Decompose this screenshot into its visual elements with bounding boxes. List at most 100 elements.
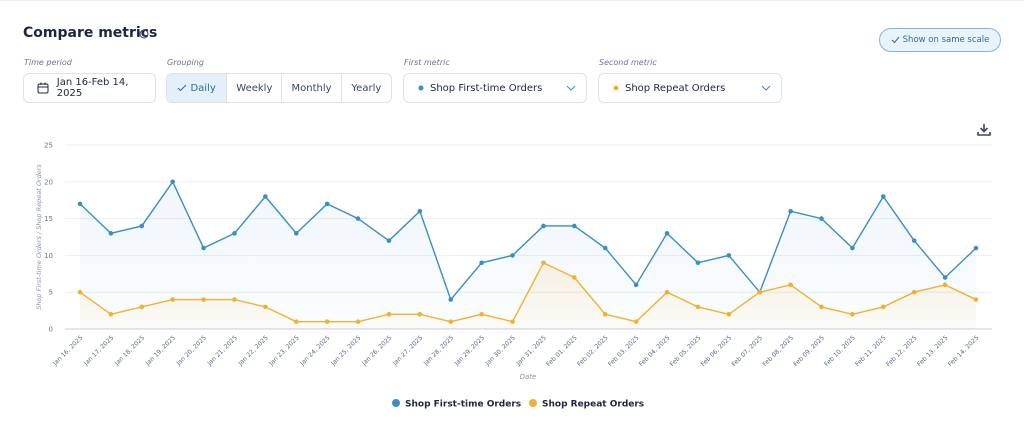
point — [602, 245, 608, 251]
x-tick-label: Jan 27, 2025 — [391, 334, 424, 367]
point — [881, 194, 886, 199]
title: Compare metrics — [23, 25, 158, 41]
point — [417, 208, 423, 214]
x-tick-label: Jan 17, 2025 — [82, 334, 115, 367]
point — [417, 311, 423, 317]
point — [170, 179, 175, 185]
point — [664, 231, 670, 236]
point — [664, 289, 670, 295]
x-tick-label: Jan 18, 2025 — [113, 334, 146, 367]
point — [942, 275, 948, 280]
point — [695, 260, 701, 266]
legend-label: Shop Repeat Orders — [542, 400, 644, 410]
point — [850, 245, 855, 251]
point — [77, 289, 83, 295]
x-tick-label: Jan 24, 2025 — [298, 334, 331, 367]
x-axis-title: Date — [520, 373, 537, 381]
point — [386, 311, 392, 317]
x-tick-label: Jan 26, 2025 — [360, 334, 393, 367]
legend-label: Shop First-time Orders — [405, 400, 521, 410]
point — [293, 231, 299, 236]
x-tick-label: Feb 07, 2025 — [731, 334, 765, 368]
point — [232, 231, 237, 236]
grouping-option[interactable]: Yearly — [351, 82, 382, 94]
point — [819, 304, 824, 310]
x-tick-label: Jan 31, 2025 — [515, 334, 548, 367]
area — [80, 262, 976, 329]
point — [108, 231, 114, 236]
x-tick-label: Feb 12, 2025 — [885, 334, 919, 368]
point — [726, 311, 732, 317]
grouping-toggle: Daily Weekly Monthly Yearly — [166, 73, 392, 103]
y-tick-label: 25 — [44, 142, 53, 150]
legend-marker — [392, 399, 400, 407]
x-tick-label: Jan 21, 2025 — [206, 334, 239, 367]
info-icon[interactable] — [139, 29, 149, 39]
y-tick-label: 5 — [49, 289, 53, 297]
same-scale-button[interactable]: Show on same scale — [879, 28, 1001, 52]
y-tick-label: 10 — [44, 252, 53, 260]
y-tick-label: 20 — [44, 178, 53, 186]
x-tick-label: Jan 29, 2025 — [453, 334, 486, 367]
x-tick-label: Jan 22, 2025 — [237, 334, 270, 367]
point — [695, 304, 701, 310]
option-label: Daily — [190, 82, 216, 94]
grouping-option[interactable]: Monthly — [282, 74, 342, 102]
line — [79, 180, 977, 301]
x-tick-label: Jan 25, 2025 — [329, 334, 362, 367]
y-tick-label: 0 — [49, 326, 53, 334]
filter-label: Time period — [24, 58, 72, 67]
x-tick-label: Feb 08, 2025 — [761, 334, 795, 368]
x-tick-label: Feb 10, 2025 — [823, 334, 857, 368]
x-tick-label: Feb 02, 2025 — [576, 334, 610, 368]
point — [139, 223, 145, 229]
x-tick-label: Feb 05, 2025 — [669, 334, 703, 368]
x-tick-label: Jan 30, 2025 — [484, 334, 517, 367]
grouping-option[interactable]: Weekly — [227, 74, 283, 102]
point — [510, 253, 515, 258]
point — [479, 260, 484, 266]
filter-label: First metric — [404, 58, 450, 67]
top-border — [0, 0, 1024, 1]
x-tick-label: Jan 23, 2025 — [267, 334, 300, 367]
point — [973, 245, 979, 251]
x-tick-label: Jan 16, 2025 — [51, 334, 84, 367]
x-tick-label: Feb 06, 2025 — [700, 334, 734, 368]
x-tick-label: Jan 20, 2025 — [175, 334, 208, 367]
grouping-option[interactable]: Daily — [167, 74, 228, 102]
point — [572, 275, 577, 280]
point — [911, 238, 917, 243]
point — [355, 319, 361, 324]
x-tick-label: Feb 13, 2025 — [916, 334, 950, 368]
y-tick-label: 15 — [44, 215, 53, 223]
point — [201, 297, 206, 302]
point — [911, 289, 917, 295]
date-picker[interactable]: Jan 16-Feb 14, 2025 — [23, 73, 156, 103]
x-tick-label: Jan 28, 2025 — [422, 334, 455, 367]
point — [541, 223, 546, 229]
point — [201, 245, 206, 251]
point — [170, 297, 175, 302]
point — [788, 208, 793, 214]
button-label: Show on same scale — [902, 35, 990, 45]
second-metric-select[interactable]: Shop Repeat Orders — [598, 73, 782, 103]
filter-label: Grouping — [167, 58, 204, 67]
x-tick-label: Feb 04, 2025 — [638, 334, 672, 368]
x-tick-label: Feb 01, 2025 — [545, 334, 579, 368]
point — [726, 253, 732, 258]
point — [386, 238, 392, 243]
point — [510, 319, 515, 324]
point — [973, 297, 979, 302]
filter-label: Second metric — [599, 58, 657, 67]
point — [355, 216, 361, 221]
point — [541, 260, 546, 266]
point — [324, 201, 330, 207]
download-icon[interactable] — [976, 123, 992, 137]
point — [850, 311, 855, 317]
point — [232, 297, 237, 302]
first-metric-select[interactable]: Shop First-time Orders — [403, 73, 587, 103]
point — [572, 223, 577, 229]
area — [80, 181, 976, 329]
point — [942, 282, 948, 288]
